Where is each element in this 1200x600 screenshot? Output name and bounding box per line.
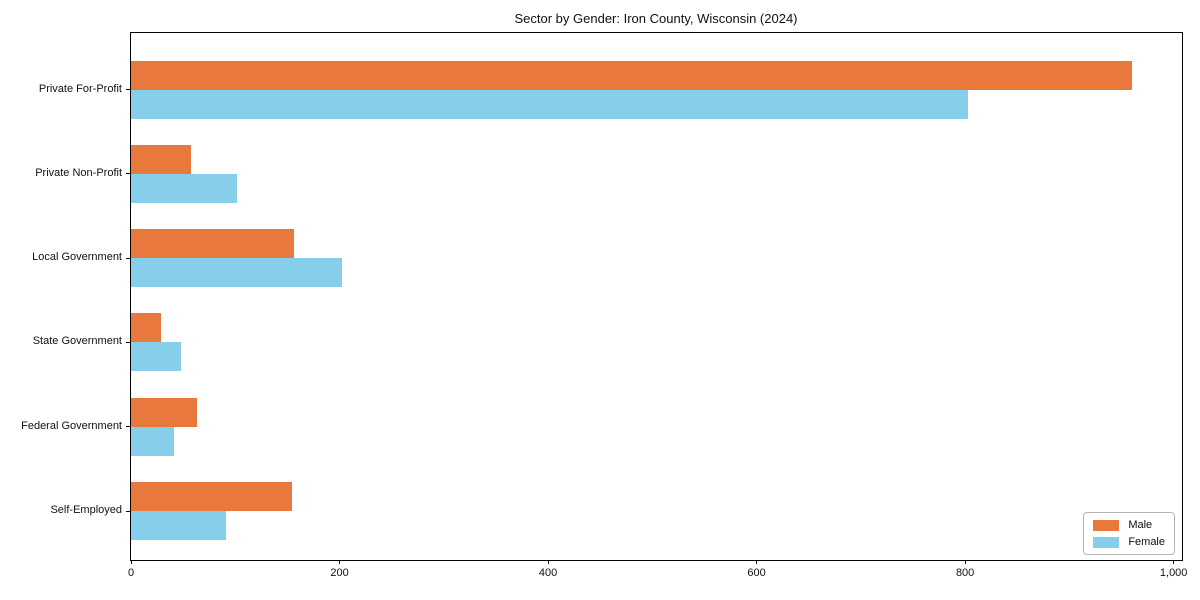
bar-male: [131, 482, 292, 511]
bar-male: [131, 229, 294, 259]
y-tick-mark: [126, 89, 130, 90]
x-tick-mark: [130, 560, 132, 564]
y-tick-mark: [126, 426, 130, 428]
y-tick-mark: [126, 257, 130, 259]
x-tick-mark: [1173, 560, 1175, 564]
y-axis-label: Self-Employed: [50, 504, 122, 516]
y-axis-label: Private Non-Profit: [35, 166, 122, 179]
bar-female: [131, 511, 226, 540]
x-tick-mark: [964, 560, 966, 564]
x-axis-label: 1,000: [1159, 567, 1188, 579]
x-axis-label: 200: [330, 567, 349, 579]
bar-female: [131, 173, 238, 203]
x-tick-mark: [547, 560, 549, 564]
legend-item: Male: [1093, 519, 1165, 531]
legend-label: Female: [1128, 536, 1165, 548]
bar-female: [131, 89, 969, 119]
bar-male: [131, 60, 1132, 90]
legend-swatch-male-icon: [1093, 519, 1120, 531]
plot-area: 0 200 400 600 800 1,000 Male Female: [126, 32, 1187, 579]
chart-title: Sector by Gender: Iron County, Wisconsin…: [514, 11, 798, 26]
y-axis-label: Private For-Profit: [38, 82, 122, 95]
y-axis-label: State Government: [32, 335, 122, 348]
y-axis-label: Local Government: [32, 251, 122, 264]
legend: Male Female: [1083, 512, 1175, 555]
bar-female: [131, 426, 174, 456]
y-tick-mark: [126, 510, 130, 512]
x-axis-label: 600: [747, 567, 766, 579]
bar-female: [131, 342, 182, 372]
x-axis-label: 0: [127, 567, 135, 579]
x-axis-label: 400: [538, 567, 558, 579]
x-axis-label: 800: [955, 567, 975, 579]
y-axis-label: Federal Government: [21, 419, 122, 432]
bar-male: [131, 313, 162, 343]
x-tick-mark: [339, 560, 341, 564]
legend-swatch-female-icon: [1093, 536, 1120, 548]
legend-item: Female: [1093, 536, 1165, 548]
y-tick-mark: [126, 341, 130, 343]
legend-label: Male: [1128, 519, 1153, 531]
bar-male: [131, 397, 197, 427]
bar-male: [131, 144, 192, 174]
bar-female: [131, 258, 342, 288]
y-axis: Private For-Profit Private Non-Profit Loca…: [0, 32, 122, 559]
y-tick-mark: [126, 173, 130, 175]
x-tick-mark: [756, 560, 758, 564]
